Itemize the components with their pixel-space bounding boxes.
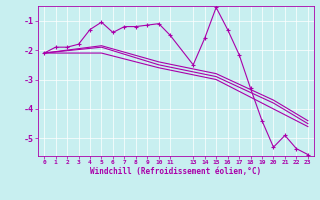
X-axis label: Windchill (Refroidissement éolien,°C): Windchill (Refroidissement éolien,°C) xyxy=(91,167,261,176)
